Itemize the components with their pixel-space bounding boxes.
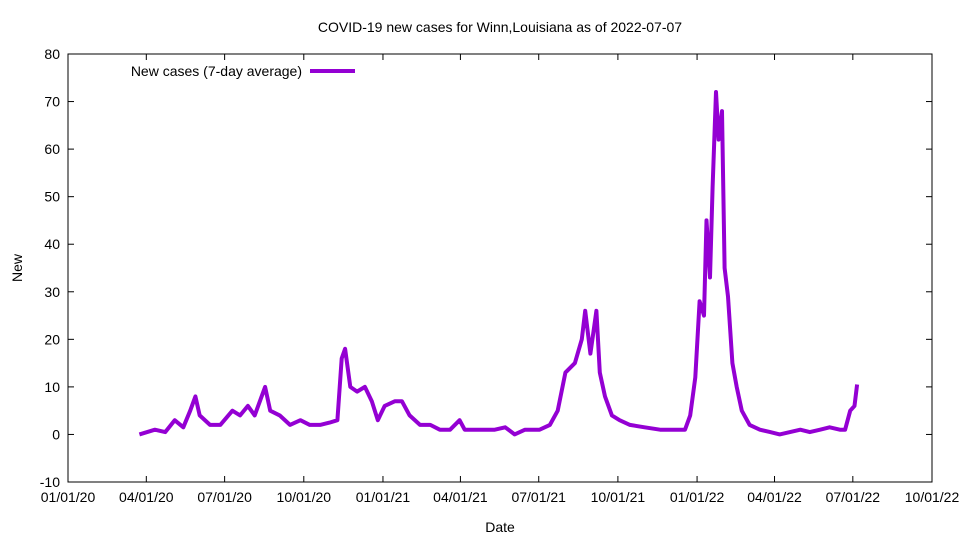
plot-border — [67, 53, 933, 483]
x-tick-label: 07/01/20 — [197, 489, 252, 505]
y-tick-label: 20 — [44, 331, 60, 347]
y-tick-label: 10 — [44, 379, 60, 395]
y-tick-label: 50 — [44, 189, 60, 205]
y-tick-label: 70 — [44, 94, 60, 110]
x-tick-label: 10/01/20 — [277, 489, 332, 505]
y-axis-label: New — [9, 253, 25, 282]
x-tick-label: 07/01/21 — [511, 489, 566, 505]
x-tick-label: 04/01/20 — [119, 489, 174, 505]
y-axis: -10 0 10 20 30 40 50 60 70 80 — [40, 46, 932, 490]
y-tick-label: 30 — [44, 284, 60, 300]
x-axis-label: Date — [485, 519, 515, 535]
y-tick-label: -10 — [40, 474, 60, 490]
x-tick-label: 01/01/20 — [41, 489, 96, 505]
y-tick-label: 60 — [44, 141, 60, 157]
x-tick-label: 10/01/22 — [905, 489, 960, 505]
x-tick-label: 01/01/22 — [670, 489, 725, 505]
series-layer — [138, 90, 860, 437]
legend-label: New cases (7-day average) — [131, 63, 302, 79]
x-tick-label: 07/01/22 — [826, 489, 881, 505]
y-tick-label: 80 — [44, 46, 60, 62]
x-tick-label: 01/01/21 — [356, 489, 411, 505]
y-tick-label: 40 — [44, 236, 60, 252]
x-tick-label: 04/01/21 — [433, 489, 488, 505]
x-tick-label: 10/01/21 — [591, 489, 646, 505]
x-tick-label: 04/01/22 — [747, 489, 802, 505]
x-axis: 01/01/20 04/01/20 07/01/20 10/01/20 01/01/21… — [41, 54, 960, 505]
y-tick-label: 0 — [52, 426, 60, 442]
series-line — [138, 90, 860, 437]
legend: New cases (7-day average) — [131, 63, 355, 79]
chart-title: COVID-19 new cases for Winn,Louisiana as… — [318, 19, 682, 35]
